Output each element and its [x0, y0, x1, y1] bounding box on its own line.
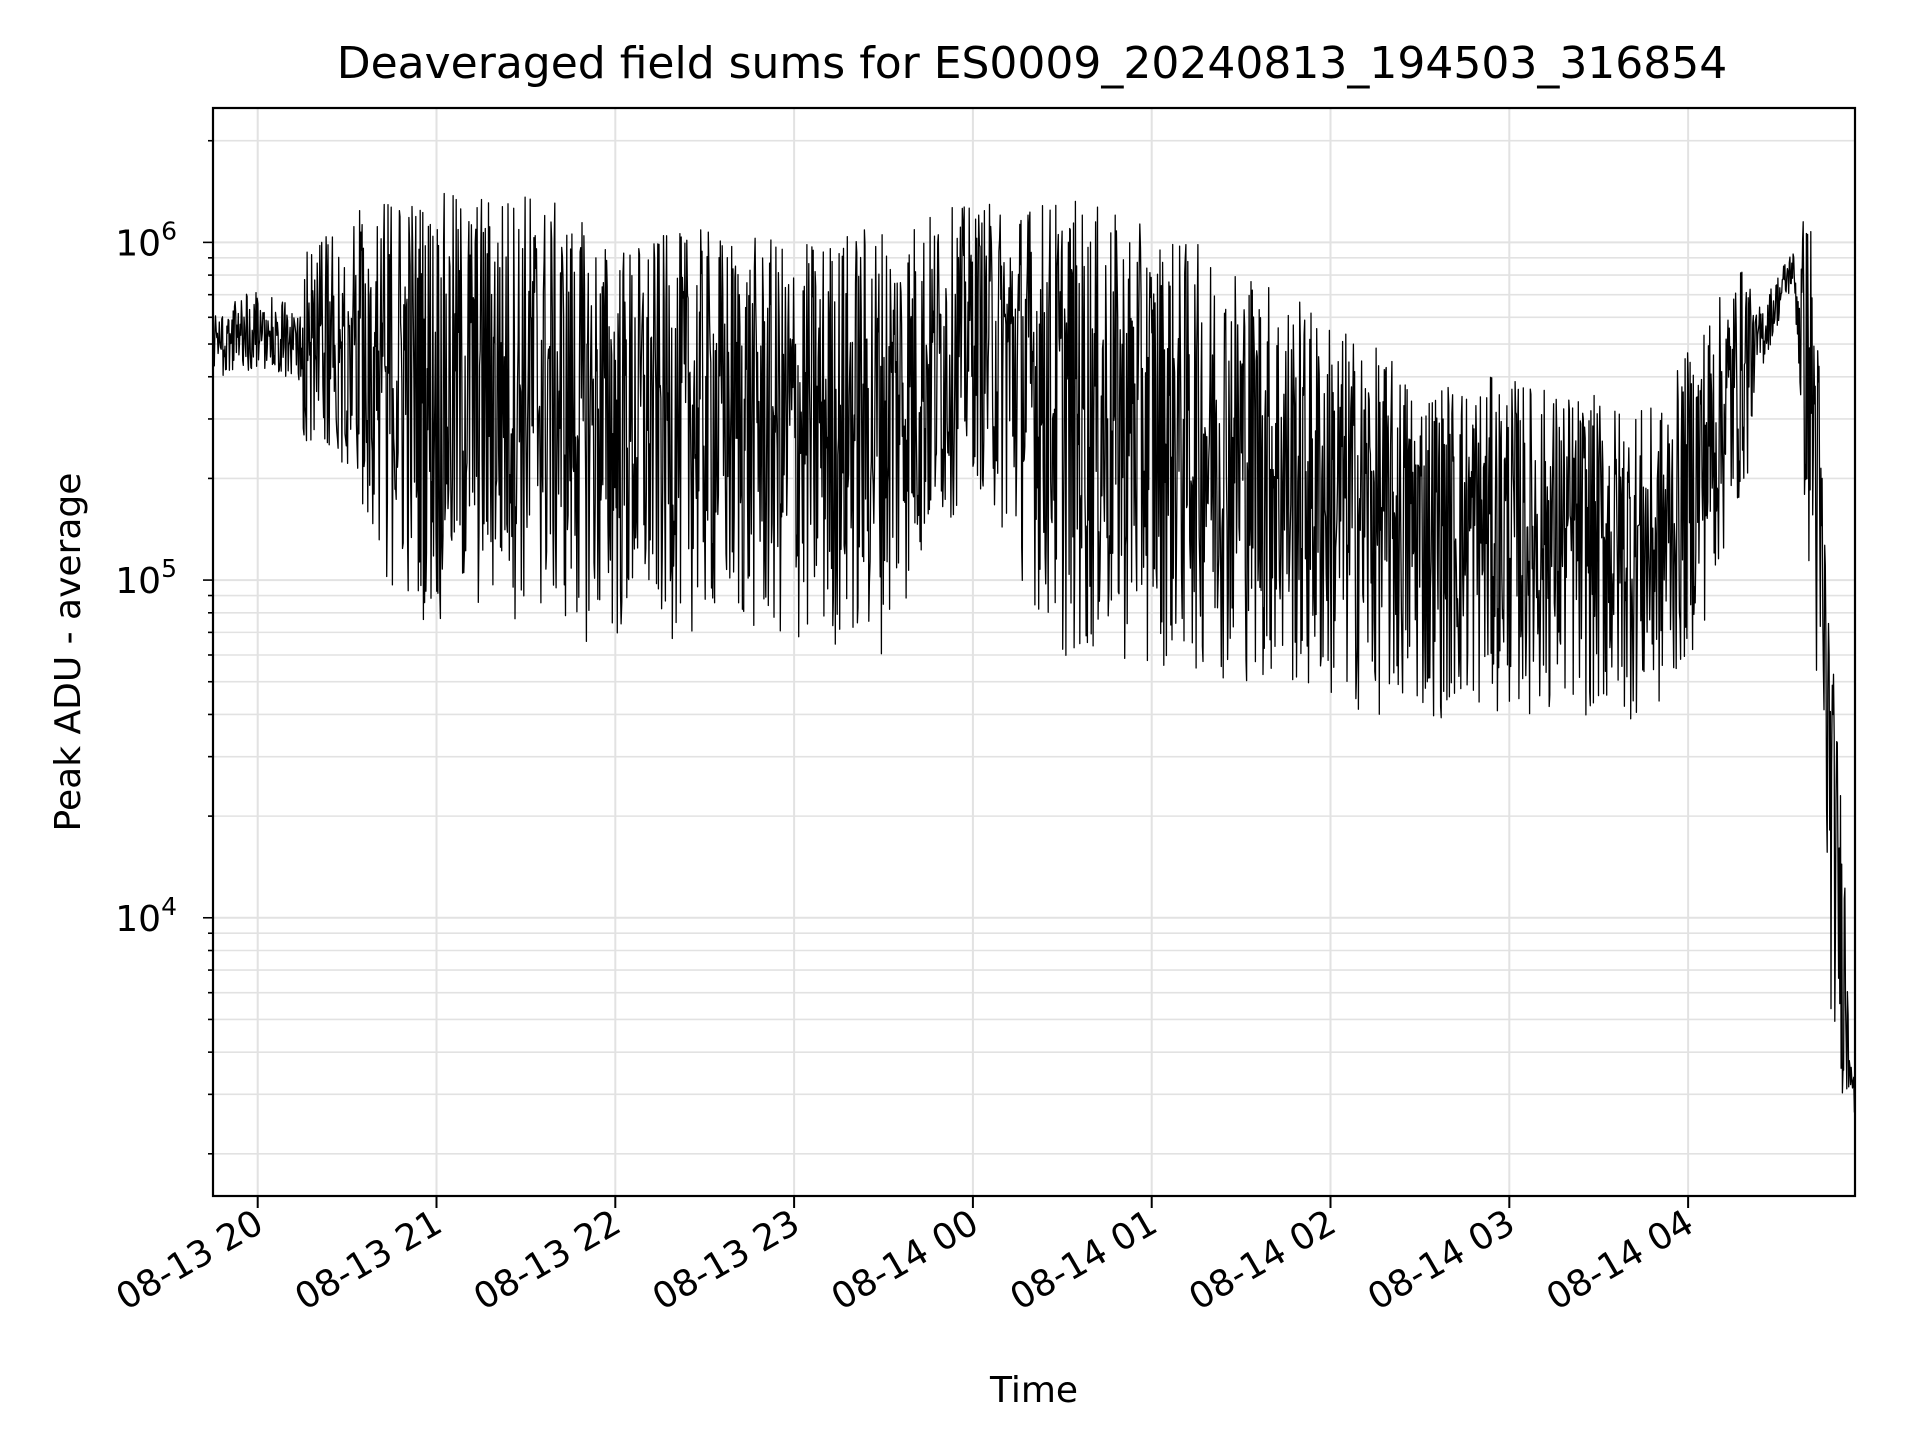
chart-title: Deaveraged field sums for ES0009_2024081… [337, 38, 1728, 89]
x-axis-label: Time [989, 1370, 1078, 1411]
data-layer [212, 192, 1856, 1113]
y-tick-label: 105 [115, 554, 177, 602]
series-line [212, 192, 1856, 1113]
y-axis-label: Peak ADU - average [48, 473, 89, 832]
y-tick-label: 104 [115, 892, 177, 940]
y-tick-label: 106 [115, 216, 177, 264]
plot-frame [211, 106, 1857, 1198]
